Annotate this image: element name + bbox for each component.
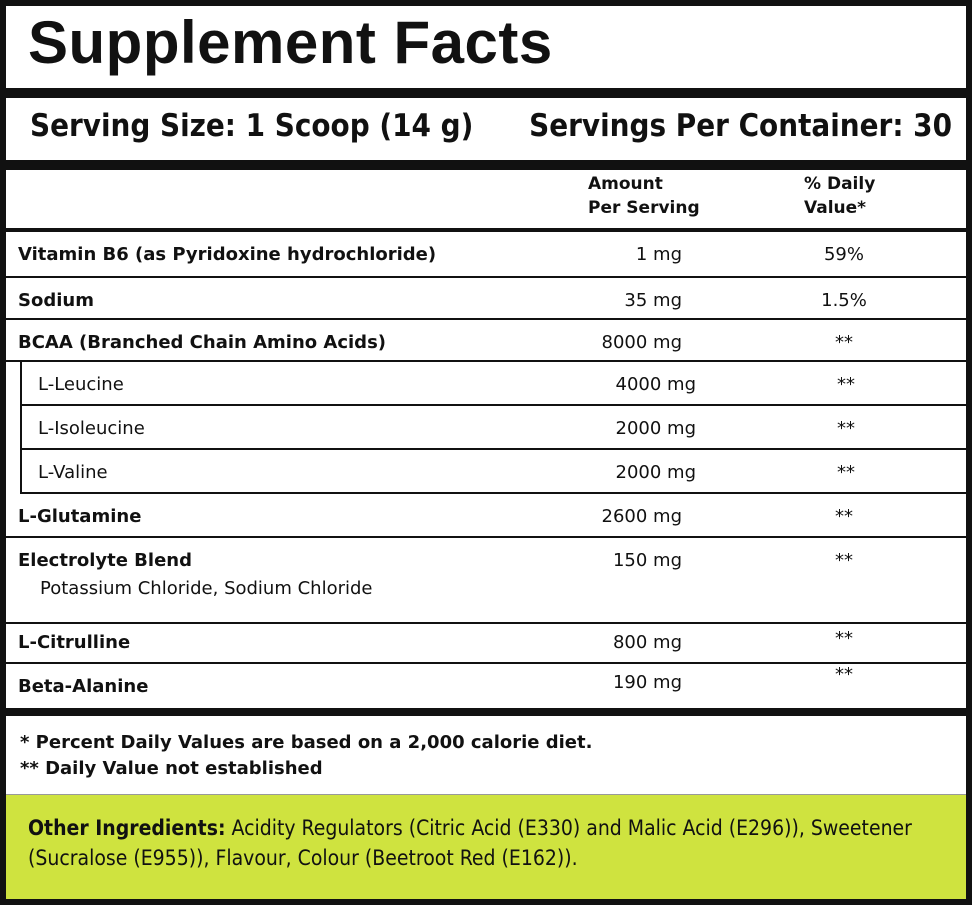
daily-value-header: % Daily Value* xyxy=(804,174,876,218)
nutrient-amount: 2000 mg xyxy=(615,418,697,439)
table-row: Vitamin B6 (as Pyridoxine hydrochloride)… xyxy=(6,232,966,278)
table-row: L-Isoleucine 2000 mg ** xyxy=(22,406,966,450)
nutrient-name: Sodium xyxy=(18,290,94,311)
nutrient-dv: ** xyxy=(835,332,853,353)
title-bar: Supplement Facts xyxy=(6,6,966,98)
nutrient-amount: 2600 mg xyxy=(601,506,683,527)
footnotes: * Percent Daily Values are based on a 2,… xyxy=(6,708,966,798)
nutrient-amount: 4000 mg xyxy=(615,374,697,395)
nutrient-amount: 35 mg xyxy=(624,290,682,311)
nutrient-amount: 800 mg xyxy=(612,632,682,653)
nutrient-name: L-Valine xyxy=(38,462,108,483)
nutrient-dv: ** xyxy=(837,462,855,483)
nutrient-name: Electrolyte Blend xyxy=(18,550,192,571)
nutrient-amount: 8000 mg xyxy=(601,332,683,353)
amount-header: Amount Per Serving xyxy=(588,174,700,218)
serving-size: Serving Size: 1 Scoop (14 g) xyxy=(30,108,474,144)
nutrient-name: L-Leucine xyxy=(38,374,124,395)
table-row: L-Leucine 4000 mg ** xyxy=(22,362,966,406)
table-row: Beta-Alanine 190 mg ** xyxy=(6,664,966,708)
bcaa-subgroup: L-Leucine 4000 mg ** L-Isoleucine 2000 m… xyxy=(20,362,966,494)
nutrient-dv: 1.5% xyxy=(821,290,867,311)
table-row: Sodium 35 mg 1.5% xyxy=(6,278,966,320)
nutrient-dv: ** xyxy=(837,374,855,395)
nutrient-name: L-Isoleucine xyxy=(38,418,145,439)
nutrient-name: L-Glutamine xyxy=(18,506,142,527)
nutrient-name: L-Citrulline xyxy=(18,632,131,653)
page-title: Supplement Facts xyxy=(28,9,553,76)
servings-per-container: Servings Per Container: 30 xyxy=(529,108,952,144)
table-row: L-Glutamine 2600 mg ** xyxy=(6,494,966,538)
nutrient-dv: ** xyxy=(835,550,853,571)
nutrient-amount: 190 mg xyxy=(612,672,682,693)
nutrient-description: Potassium Chloride, Sodium Chloride xyxy=(40,578,373,599)
footnote-daily-values: * Percent Daily Values are based on a 2,… xyxy=(20,732,593,753)
nutrient-dv: ** xyxy=(835,664,853,685)
nutrient-dv: ** xyxy=(837,418,855,439)
table-row: L-Citrulline 800 mg ** xyxy=(6,624,966,664)
table-row: BCAA (Branched Chain Amino Acids) 8000 m… xyxy=(6,320,966,362)
nutrient-name: Vitamin B6 (as Pyridoxine hydrochloride) xyxy=(18,244,437,265)
table-row: Electrolyte Blend Potassium Chloride, So… xyxy=(6,538,966,624)
nutrient-name: BCAA (Branched Chain Amino Acids) xyxy=(18,332,387,353)
other-ingredients-text: Acidity Regulators (Citric Acid (E330) a… xyxy=(28,816,912,870)
table-header: Amount Per Serving % Daily Value* xyxy=(6,170,966,232)
nutrient-dv: ** xyxy=(835,506,853,527)
nutrient-dv: ** xyxy=(835,628,853,649)
nutrient-amount: 2000 mg xyxy=(615,462,697,483)
nutrient-amount: 1 mg xyxy=(635,244,682,265)
footnote-not-established: ** Daily Value not established xyxy=(20,758,323,779)
serving-bar: Serving Size: 1 Scoop (14 g) Servings Pe… xyxy=(6,98,966,170)
other-ingredients: Other Ingredients: Acidity Regulators (C… xyxy=(6,794,966,899)
nutrient-amount: 150 mg xyxy=(612,550,682,571)
other-ingredients-label: Other Ingredients: xyxy=(28,816,226,840)
nutrient-name: Beta-Alanine xyxy=(18,676,149,697)
nutrient-dv: 59% xyxy=(823,244,864,265)
table-row: L-Valine 2000 mg ** xyxy=(22,450,966,494)
